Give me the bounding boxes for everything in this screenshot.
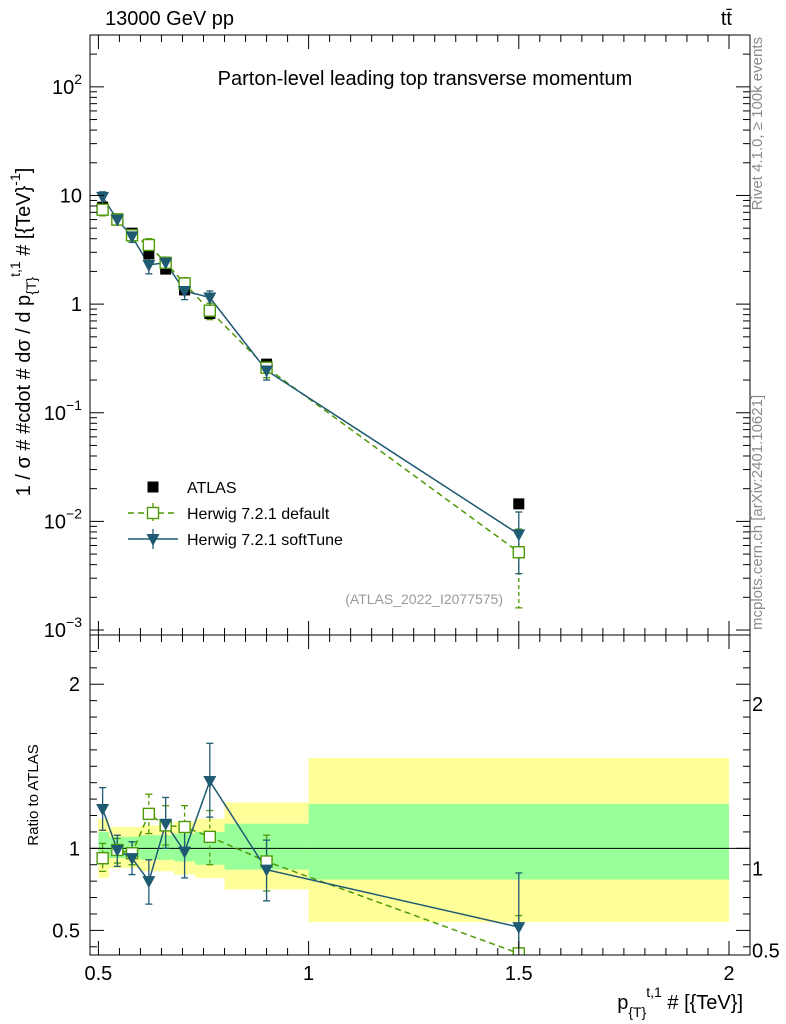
legend-label: Herwig 7.2.1 default: [187, 506, 330, 523]
herwig-softtune-marker: [260, 365, 274, 378]
herwig-softtune-marker: [512, 529, 526, 542]
herwig-default-marker: [142, 807, 156, 821]
ratio-y-tick-label: 2: [69, 674, 80, 696]
herwig-softtune-marker: [146, 534, 160, 546]
herwig-softtune-marker: [178, 286, 192, 299]
y-tick-base: 10: [60, 185, 82, 207]
legend: ATLAS Herwig 7.2.1 default Herwig 7.2.1 so…: [128, 480, 343, 549]
herwig-softtune-marker: [260, 864, 274, 877]
ratio-plot-frame: [89, 634, 751, 956]
herwig-softtune-marker: [159, 818, 173, 831]
y-tick-base: 10: [44, 511, 66, 533]
y-tick-base: 1: [71, 294, 82, 316]
ratio-band-inner: [140, 835, 158, 860]
herwig-softtune-marker: [142, 259, 156, 272]
header-left-label: 13000 GeV pp: [105, 8, 234, 30]
mcplots-label: mcplots.cern.ch [arXiv:2401.10621]: [749, 395, 766, 630]
y-tick-label: 102: [52, 71, 82, 99]
herwig-default-marker: [178, 820, 191, 834]
x-axis-label: p{T}t,1 # [{TeV}]: [617, 984, 743, 1020]
ratio-band-inner: [308, 804, 729, 880]
y-tick-label: 10−3: [44, 614, 82, 642]
atlas-data-marker: [513, 498, 525, 510]
y-tick-exponent: −3: [66, 614, 82, 630]
y-label-sup2: -1: [7, 173, 23, 186]
herwig-softtune-marker: [203, 776, 217, 789]
y-tick-base: 10: [44, 403, 66, 425]
x-tick-label: 1.5: [505, 963, 533, 985]
y-tick-label: 10−1: [44, 397, 82, 425]
y-tick-label: 10−2: [44, 505, 82, 533]
y-tick-label: 10: [60, 185, 82, 207]
x-label-rest: # [{TeV}]: [662, 992, 743, 1014]
analysis-tag: (ATLAS_2022_I2077575): [345, 591, 503, 607]
legend-label: Herwig 7.2.1 softTune: [187, 532, 343, 549]
rivet-version-label: Rivet 4.1.0, ≥ 100k events: [749, 37, 766, 210]
y-label-sup: t,1: [7, 261, 23, 277]
main-series-layer: [96, 191, 526, 609]
y-tick-exponent: 2: [74, 71, 82, 87]
atlas-data-marker: [147, 481, 159, 493]
herwig-softtune-marker: [110, 214, 124, 227]
herwig-default-marker: [512, 546, 525, 559]
herwig-default-marker: [203, 830, 217, 844]
x-label-sup: t,1: [646, 984, 662, 1000]
y-tick-base: 10: [44, 620, 66, 642]
y-label-end: ]: [13, 168, 35, 174]
ratio-y-tick-label-right: 0.5: [752, 940, 780, 962]
herwig-softtune-marker: [96, 803, 110, 816]
ratio-y-tick-label: 0.5: [52, 920, 80, 942]
x-tick-label: 2: [723, 963, 734, 985]
y-tick-base: 10: [52, 77, 74, 99]
herwig-default-marker: [96, 203, 109, 216]
herwig-default-marker: [96, 851, 109, 865]
herwig-softtune-marker: [203, 292, 217, 305]
ratio-y-tick-label-right: 2: [752, 694, 763, 716]
y-label-mid: # [{TeV}: [13, 185, 35, 261]
herwig-softtune-marker: [125, 231, 139, 244]
y-axis-label: 1 / σ # #cdot # dσ / d p{T}t,1 # [{TeV}-…: [7, 168, 39, 497]
y-tick-exponent: −1: [66, 397, 82, 413]
atlas-data-marker: [143, 248, 155, 260]
herwig-default-marker: [203, 304, 217, 317]
herwig-softtune-marker: [159, 257, 173, 270]
y-label-sub: {T}: [23, 277, 39, 295]
herwig-softtune-line: [101, 196, 520, 535]
herwig-softtune-marker: [96, 191, 110, 204]
ratio-y-tick-label-right: 1: [752, 858, 763, 880]
x-tick-label: 0.5: [85, 963, 113, 985]
herwig-softtune-marker: [512, 922, 526, 935]
y-tick-label: 1: [71, 294, 82, 316]
x-label-base: p: [617, 992, 628, 1014]
y-tick-exponent: −2: [66, 505, 82, 521]
x-label-sub: {T}: [628, 1004, 646, 1020]
herwig-softtune-marker: [142, 876, 156, 889]
herwig-softtune-marker: [178, 846, 192, 859]
header-right-label: tt̄: [721, 8, 733, 30]
ratio-y-label: Ratio to ATLAS: [25, 744, 42, 845]
plot-title: Parton-level leading top transverse mome…: [218, 68, 633, 90]
legend-label: ATLAS: [187, 480, 237, 497]
x-tick-label: 1: [303, 963, 314, 985]
ratio-y-tick-label: 1: [69, 838, 80, 860]
herwig-default-marker: [142, 238, 156, 252]
herwig-softtune-marker: [110, 844, 124, 857]
herwig-softtune-marker: [125, 853, 139, 866]
y-label-main: 1 / σ # #cdot # dσ / d p: [13, 295, 35, 496]
herwig-default-marker: [146, 506, 160, 520]
